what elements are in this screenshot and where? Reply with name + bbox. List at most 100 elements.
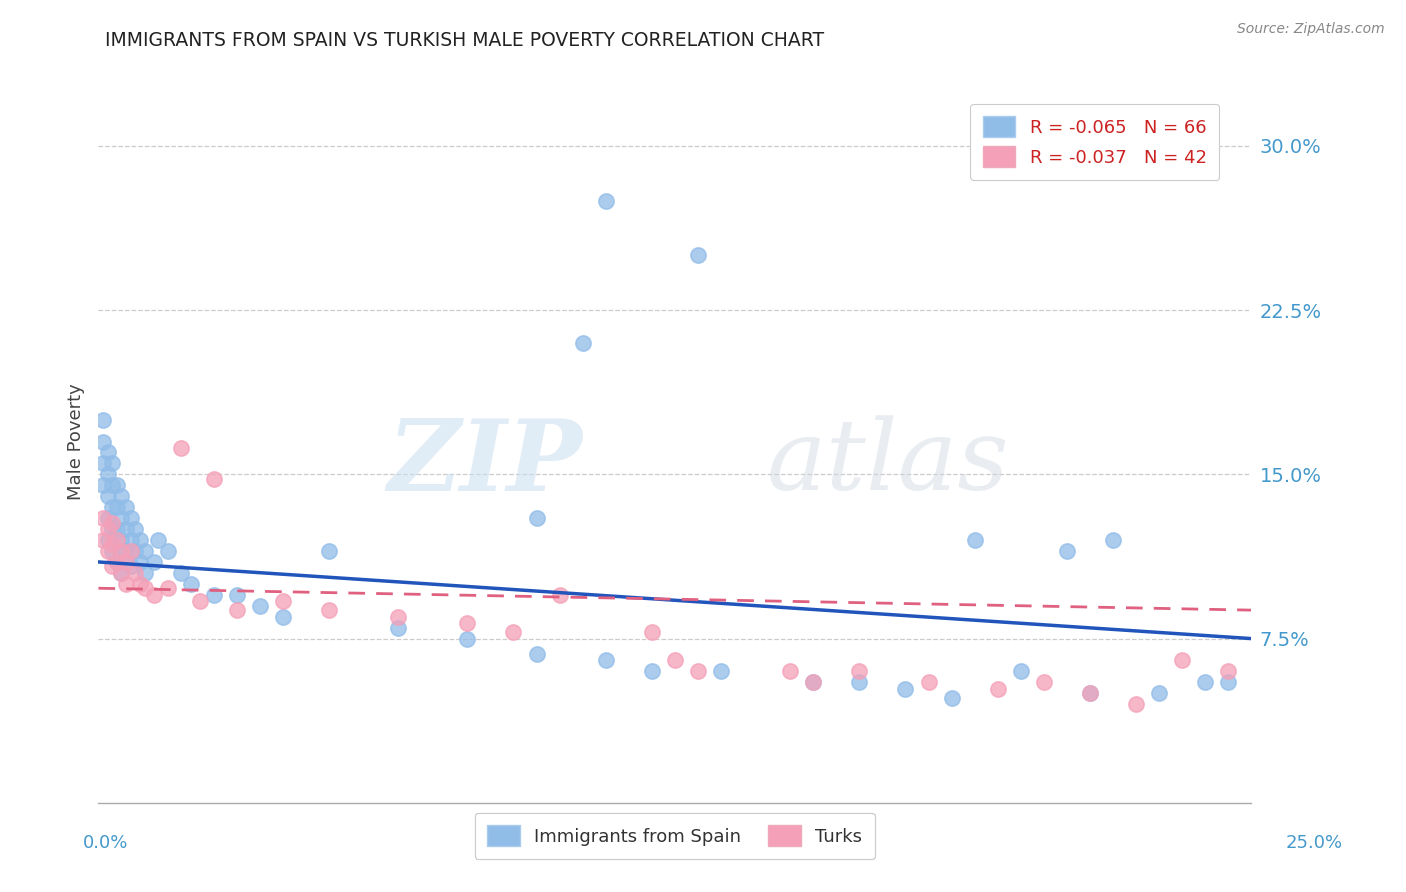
Point <box>1218 665 1240 679</box>
Point <box>91 434 114 449</box>
Point <box>894 681 917 696</box>
Point <box>97 522 120 536</box>
Point <box>1078 686 1101 700</box>
Point <box>91 533 114 547</box>
Point <box>1147 686 1170 700</box>
Point <box>115 500 138 515</box>
Point <box>97 467 120 482</box>
Point <box>101 516 124 530</box>
Point <box>105 533 128 547</box>
Point <box>91 412 114 426</box>
Point <box>318 544 340 558</box>
Point <box>110 489 132 503</box>
Point <box>1032 675 1054 690</box>
Point <box>686 665 709 679</box>
Point <box>271 609 294 624</box>
Point <box>502 625 524 640</box>
Point <box>1102 533 1125 547</box>
Point <box>101 457 124 471</box>
Point <box>686 248 709 262</box>
Point <box>124 566 146 580</box>
Point <box>101 478 124 492</box>
Point <box>188 594 211 608</box>
Point <box>963 533 986 547</box>
Point <box>129 555 152 569</box>
Point <box>105 555 128 569</box>
Point <box>120 511 142 525</box>
Point <box>664 653 686 667</box>
Point <box>124 522 146 536</box>
Point <box>710 665 733 679</box>
Point <box>1056 544 1078 558</box>
Point <box>120 533 142 547</box>
Point <box>1171 653 1194 667</box>
Point <box>101 500 124 515</box>
Point <box>115 555 138 569</box>
Point <box>105 555 128 569</box>
Point <box>801 675 824 690</box>
Point <box>202 472 225 486</box>
Legend: Immigrants from Spain, Turks: Immigrants from Spain, Turks <box>475 813 875 859</box>
Point <box>526 647 548 661</box>
Point <box>941 690 963 705</box>
Point <box>110 544 132 558</box>
Point <box>571 336 593 351</box>
Point <box>105 522 128 536</box>
Text: 0.0%: 0.0% <box>83 834 128 852</box>
Point <box>148 533 170 547</box>
Text: Source: ZipAtlas.com: Source: ZipAtlas.com <box>1237 22 1385 37</box>
Text: ZIP: ZIP <box>388 415 582 511</box>
Text: IMMIGRANTS FROM SPAIN VS TURKISH MALE POVERTY CORRELATION CHART: IMMIGRANTS FROM SPAIN VS TURKISH MALE PO… <box>105 31 824 50</box>
Point <box>101 537 124 551</box>
Point <box>105 500 128 515</box>
Point <box>595 653 617 667</box>
Point <box>97 489 120 503</box>
Point <box>848 675 870 690</box>
Point <box>271 594 294 608</box>
Point <box>526 511 548 525</box>
Point <box>105 478 128 492</box>
Point <box>548 588 571 602</box>
Point <box>156 581 179 595</box>
Point <box>170 566 193 580</box>
Point <box>134 566 156 580</box>
Point <box>142 588 165 602</box>
Point <box>456 632 478 646</box>
Point <box>848 665 870 679</box>
Point <box>202 588 225 602</box>
Point <box>225 588 247 602</box>
Point <box>97 533 120 547</box>
Point <box>180 577 202 591</box>
Point <box>1218 675 1240 690</box>
Point <box>387 609 409 624</box>
Point <box>91 457 114 471</box>
Point <box>456 616 478 631</box>
Point <box>115 544 138 558</box>
Point <box>1125 698 1147 712</box>
Point <box>101 559 124 574</box>
Point <box>134 581 156 595</box>
Point <box>110 511 132 525</box>
Point <box>91 511 114 525</box>
Point <box>249 599 271 613</box>
Point <box>142 555 165 569</box>
Point <box>156 544 179 558</box>
Point <box>110 566 132 580</box>
Point <box>97 544 120 558</box>
Point <box>1010 665 1032 679</box>
Point <box>595 194 617 208</box>
Point <box>115 522 138 536</box>
Point <box>641 665 664 679</box>
Point <box>641 625 664 640</box>
Point <box>101 544 124 558</box>
Point <box>97 511 120 525</box>
Point <box>779 665 801 679</box>
Text: 25.0%: 25.0% <box>1286 834 1343 852</box>
Point <box>387 621 409 635</box>
Point <box>101 522 124 536</box>
Point <box>1194 675 1216 690</box>
Point <box>1078 686 1101 700</box>
Text: atlas: atlas <box>768 416 1010 511</box>
Point <box>129 577 152 591</box>
Point <box>801 675 824 690</box>
